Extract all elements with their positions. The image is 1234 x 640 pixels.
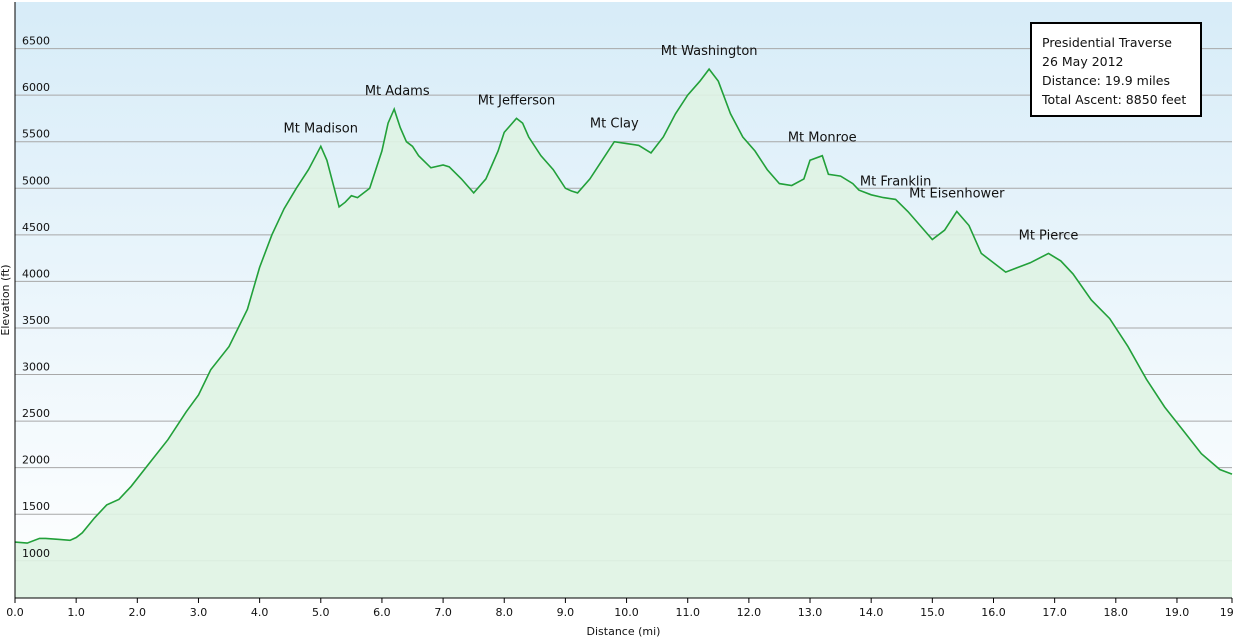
x-tick-label: 15.0 — [920, 606, 945, 619]
peak-label: Mt Pierce — [1019, 228, 1079, 243]
y-tick-label: 4500 — [22, 221, 50, 234]
x-tick-label: 11.0 — [675, 606, 700, 619]
y-axis-ticks: 1000 1500 2000 2500 3000 3500 4000 4500 5000 5500… — [22, 35, 50, 560]
x-tick-label: 8.0 — [495, 606, 513, 619]
elevation-line — [14, 67, 1233, 544]
peak-label: Mt Madison — [284, 121, 358, 136]
x-tick-label: 5.0 — [312, 606, 330, 619]
x-tick-label: 16.0 — [981, 606, 1006, 619]
peak-labels: Mt Madison Mt Adams Mt Jefferson Mt Clay Mt … — [284, 44, 1079, 243]
peak-label: Mt Washington — [661, 44, 758, 59]
x-tick-label: 9.0 — [557, 606, 575, 619]
peak-label: Mt Clay — [590, 117, 639, 132]
y-tick-label: 5000 — [22, 174, 50, 187]
x-tick-label: 19.0 — [1165, 606, 1190, 619]
x-tick-label: 12.0 — [737, 606, 762, 619]
x-tick-label: 4.0 — [251, 606, 269, 619]
peak-label: Mt Monroe — [788, 131, 857, 146]
x-tick-label: 2.0 — [129, 606, 147, 619]
x-tick-label: 3.0 — [190, 606, 208, 619]
x-tick-label: 13.0 — [798, 606, 823, 619]
x-tick-label: 7.0 — [434, 606, 452, 619]
x-tick-label: 0.0 — [6, 606, 24, 619]
y-tick-label: 3000 — [22, 361, 50, 374]
x-axis-title: Distance (mi) — [587, 625, 661, 638]
y-tick-label: 6500 — [22, 35, 50, 48]
y-tick-label: 6000 — [22, 81, 50, 94]
y-tick-label: 4000 — [22, 267, 50, 280]
y-tick-label: 2000 — [22, 454, 50, 467]
x-tick-label: 1.0 — [67, 606, 85, 619]
x-tick-label: 6.0 — [373, 606, 391, 619]
y-tick-label: 2500 — [22, 407, 50, 420]
trip-info-box: Presidential Traverse 26 May 2012 Distan… — [1030, 22, 1202, 117]
y-tick-label: 5500 — [22, 128, 50, 141]
peak-label: Mt Adams — [365, 84, 430, 99]
y-axis-title: Elevation (ft) — [0, 264, 12, 335]
peak-label: Mt Eisenhower — [909, 187, 1005, 202]
axes — [14, 2, 1232, 599]
x-tick-label: 14.0 — [859, 606, 884, 619]
x-tick-label: 18.0 — [1104, 606, 1129, 619]
y-tick-label: 1000 — [22, 547, 50, 560]
trip-date: 26 May 2012 — [1042, 54, 1124, 69]
peak-label: Mt Jefferson — [478, 93, 556, 108]
trip-name: Presidential Traverse — [1042, 35, 1172, 50]
trip-distance: Distance: 19.9 miles — [1042, 73, 1170, 88]
peak-label: Mt Franklin — [860, 174, 932, 189]
elevation-area-fill — [15, 69, 1232, 599]
y-tick-label: 1500 — [22, 500, 50, 513]
x-tick-label: 17.0 — [1042, 606, 1067, 619]
trip-ascent: Total Ascent: 8850 feet — [1042, 92, 1187, 107]
x-tick-label: 19.9 — [1220, 606, 1234, 619]
x-axis-ticks: 0.0 1.0 2.0 3.0 4.0 5.0 6.0 7.0 8.0 9.0 10.0 11.0 12… — [6, 598, 1234, 619]
y-tick-label: 3500 — [22, 314, 50, 327]
x-tick-label: 10.0 — [614, 606, 639, 619]
